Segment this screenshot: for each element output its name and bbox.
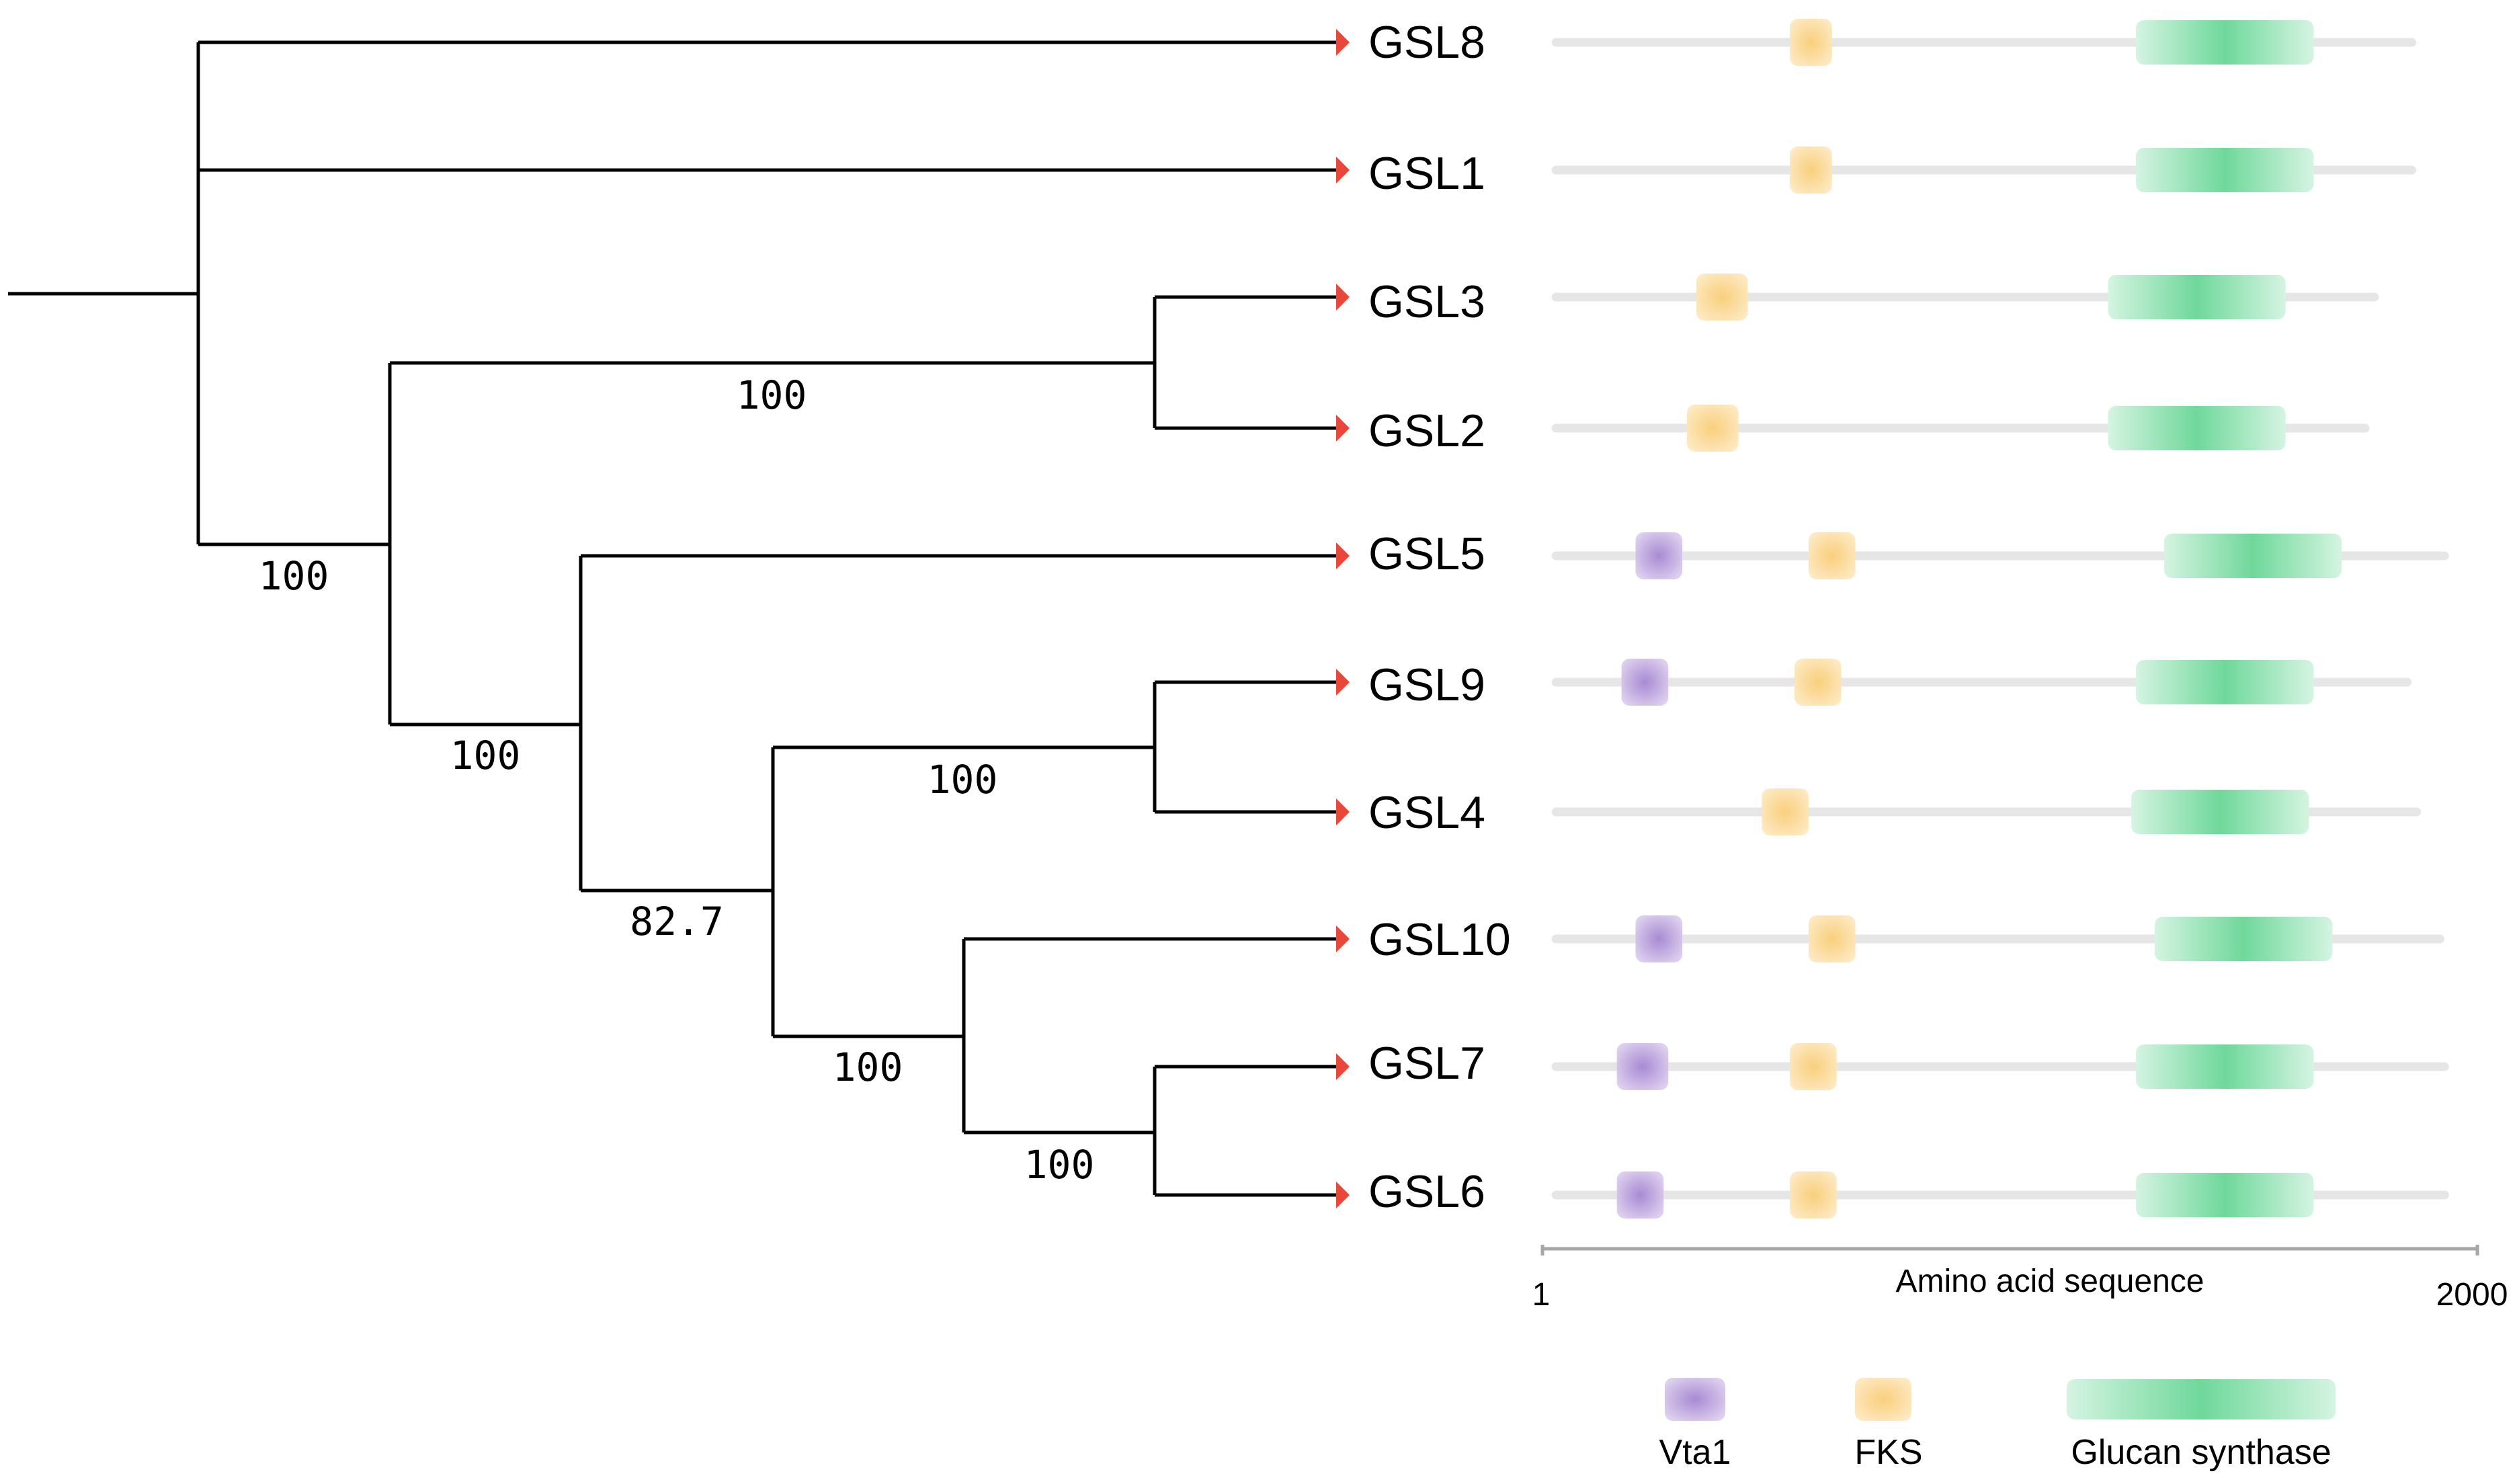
domain-glucan-synthase-gsl8 bbox=[2136, 20, 2314, 65]
tip-arrow-gsl8 bbox=[1336, 29, 1350, 56]
domain-fks-gsl2 bbox=[1687, 405, 1739, 452]
domain-vta1-gsl10 bbox=[1635, 915, 1683, 962]
gene-label-gsl9: GSL9 bbox=[1368, 659, 1485, 710]
support-values: 100 100 100 100 82.7 100 100 bbox=[259, 372, 1095, 1188]
gene-label-gsl5: GSL5 bbox=[1368, 528, 1485, 579]
domain-glucan-synthase-gsl9 bbox=[2136, 660, 2314, 704]
domain-fks-gsl5 bbox=[1808, 532, 1856, 579]
tip-arrow-gsl7 bbox=[1336, 1053, 1350, 1080]
domain-fks-gsl1 bbox=[1790, 147, 1832, 194]
tip-arrow-gsl1 bbox=[1336, 157, 1350, 183]
tip-arrow-gsl4 bbox=[1336, 798, 1350, 825]
support-lower-clade: 100 bbox=[259, 553, 329, 599]
legend-fks-swatch bbox=[1855, 1378, 1911, 1421]
axis-title: Amino acid sequence bbox=[1896, 1264, 2204, 1299]
legend-glucan-synthase-swatch bbox=[2067, 1379, 2336, 1419]
domain-glucan-synthase-gsl5 bbox=[2163, 534, 2342, 578]
support-gsl2-gsl3: 100 bbox=[737, 372, 807, 418]
axis-max-label: 2000 bbox=[2436, 1277, 2508, 1313]
gene-label-gsl3: GSL3 bbox=[1368, 276, 1485, 327]
domain-vta1-gsl5 bbox=[1635, 532, 1683, 579]
domain-glucan-synthase-gsl1 bbox=[2136, 148, 2314, 192]
domain-tracks bbox=[1551, 19, 2449, 1219]
legend-vta1-swatch bbox=[1665, 1378, 1725, 1421]
domain-fks-gsl7 bbox=[1790, 1043, 1837, 1090]
tip-arrow-gsl9 bbox=[1336, 669, 1350, 696]
domain-glucan-synthase-gsl4 bbox=[2131, 790, 2309, 834]
sequence-axis: 1 Amino acid sequence 2000 bbox=[1532, 1245, 2508, 1313]
gene-label-gsl6: GSL6 bbox=[1368, 1166, 1485, 1217]
support-gsl10-group: 100 bbox=[833, 1044, 903, 1090]
gene-label-gsl10: GSL10 bbox=[1368, 914, 1511, 965]
tip-arrow-gsl5 bbox=[1336, 542, 1350, 569]
support-gsl5-group: 100 bbox=[450, 733, 521, 778]
tip-arrow-gsl3 bbox=[1336, 284, 1350, 311]
domain-fks-gsl8 bbox=[1790, 19, 1832, 66]
domain-glucan-synthase-gsl2 bbox=[2108, 406, 2286, 450]
legend-glucan-synthase-label: Glucan synthase bbox=[2071, 1433, 2331, 1472]
tip-arrow-gsl2 bbox=[1336, 415, 1350, 442]
domain-glucan-synthase-gsl10 bbox=[2154, 917, 2333, 961]
support-gsl6-gsl7: 100 bbox=[1024, 1142, 1095, 1188]
tip-arrow-gsl10 bbox=[1336, 925, 1350, 952]
legend-vta1-label: Vta1 bbox=[1659, 1433, 1731, 1472]
domain-glucan-synthase-gsl3 bbox=[2108, 275, 2286, 319]
domain-fks-gsl10 bbox=[1808, 915, 1856, 962]
gene-label-gsl1: GSL1 bbox=[1368, 148, 1485, 199]
domain-vta1-gsl6 bbox=[1616, 1171, 1664, 1219]
gene-tips: GSL8 GSL1 GSL3 GSL2 GSL5 GSL9 GSL4 GSL10 GSL7 GSL… bbox=[1336, 17, 1511, 1217]
phylogenetic-tree bbox=[8, 40, 1337, 1197]
tip-arrow-gsl6 bbox=[1336, 1182, 1350, 1208]
domain-fks-gsl6 bbox=[1790, 1171, 1837, 1219]
axis-min-label: 1 bbox=[1532, 1277, 1551, 1313]
domain-vta1-gsl9 bbox=[1621, 659, 1669, 706]
domain-glucan-synthase-gsl6 bbox=[2136, 1173, 2314, 1217]
domain-fks-gsl4 bbox=[1762, 788, 1809, 835]
legend-fks-label: FKS bbox=[1854, 1433, 1922, 1472]
domain-fks-gsl3 bbox=[1696, 274, 1748, 321]
domain-glucan-synthase-gsl7 bbox=[2136, 1044, 2314, 1089]
gene-label-gsl7: GSL7 bbox=[1368, 1038, 1485, 1089]
gene-label-gsl2: GSL2 bbox=[1368, 405, 1485, 456]
axis-bracket bbox=[1540, 1245, 2479, 1255]
support-gsl4-gsl10-group: 82.7 bbox=[630, 899, 724, 944]
gene-label-gsl4: GSL4 bbox=[1368, 787, 1485, 838]
domain-vta1-gsl7 bbox=[1616, 1043, 1669, 1090]
domain-fks-gsl9 bbox=[1795, 659, 1842, 706]
legend: Vta1 FKS Glucan synthase bbox=[1659, 1378, 2336, 1472]
support-gsl4-gsl9: 100 bbox=[927, 757, 998, 802]
gene-label-gsl8: GSL8 bbox=[1368, 17, 1485, 68]
